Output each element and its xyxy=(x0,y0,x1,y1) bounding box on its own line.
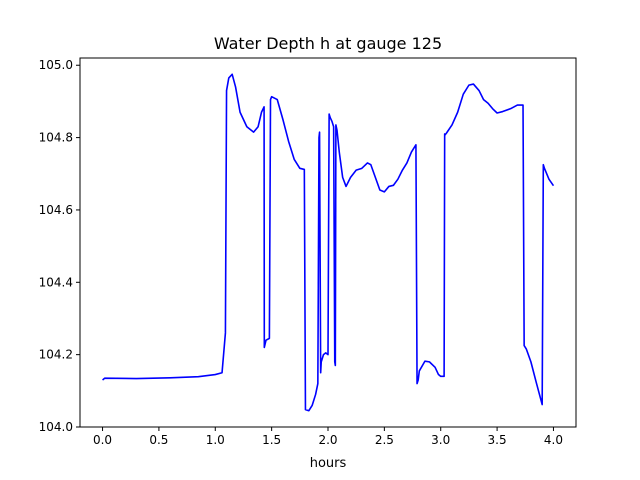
y-tick-label: 105.0 xyxy=(39,58,73,72)
x-tick-label: 3.0 xyxy=(431,433,450,447)
x-tick-label: 1.5 xyxy=(262,433,281,447)
chart-title: Water Depth h at gauge 125 xyxy=(214,34,442,53)
x-tick-label: 1.0 xyxy=(206,433,225,447)
x-tick-label: 4.0 xyxy=(544,433,563,447)
series-line-0 xyxy=(102,73,555,412)
y-tick-label: 104.6 xyxy=(39,203,73,217)
y-tick-label: 104.2 xyxy=(39,348,73,362)
x-tick-label: 2.5 xyxy=(375,433,394,447)
x-tick-label: 2.0 xyxy=(318,433,337,447)
x-tick-label: 3.5 xyxy=(488,433,507,447)
x-tick-label: 0.5 xyxy=(149,433,168,447)
y-tick-label: 104.4 xyxy=(39,275,73,289)
x-axis-label: hours xyxy=(310,456,347,471)
plot-area: 0.0 0.5 1.0 1.5 2.0 2.5 3.0 3.5 4.0 104.0 104.2 104… xyxy=(39,57,577,447)
x-tick-label: 0.0 xyxy=(93,433,112,447)
y-tick-label: 104.0 xyxy=(39,420,73,434)
y-tick-label: 104.8 xyxy=(39,131,73,145)
